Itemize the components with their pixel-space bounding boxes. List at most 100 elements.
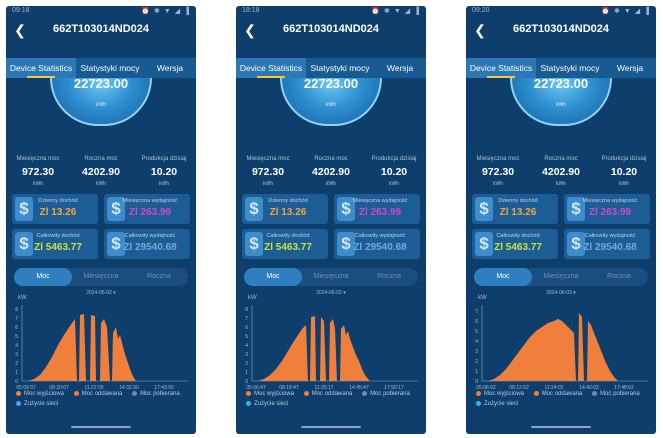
y-tick: 1 <box>15 370 18 376</box>
status-bar: 09:20 ⏰ ✱ ▼ ◢ ▐ <box>466 6 656 16</box>
y-tick: 2 <box>245 361 248 367</box>
phone-screen-1: 09:18 ⏰ ✱ ▼ ◢ ▐ ❮ 662T103014ND024 22723.… <box>6 6 196 434</box>
tab-version[interactable]: Wersja <box>616 63 644 73</box>
total-energy-gauge: 22723.00 kWh <box>510 78 612 126</box>
date-picker[interactable]: 2024-06-02 ▾ <box>316 290 346 296</box>
stat-unit: kWh <box>326 181 336 187</box>
legend-item[interactable]: Zużycie sieci <box>476 401 518 407</box>
stat-unit: kWh <box>619 181 629 187</box>
segment-yearly[interactable]: Roczna <box>377 273 401 280</box>
legend-dot-icon <box>246 391 251 396</box>
card-label: Miesięczna wydajność <box>122 198 178 204</box>
device-title: 662T103014ND024 <box>282 23 380 35</box>
tab-power-statistics[interactable]: Statystyki mocy <box>310 63 370 73</box>
legend-item[interactable]: Moc pobierana <box>592 391 640 397</box>
tab-power-statistics[interactable]: Statystyki mocy <box>80 63 140 73</box>
stat-yearly: Roczna moc 4202.90 kWh <box>530 156 592 187</box>
tab-device-statistics[interactable]: Device Statistics <box>466 58 536 78</box>
date-picker[interactable]: 2024-06-02 ▾ <box>86 290 116 296</box>
segment-power[interactable]: Moc <box>474 268 532 286</box>
legend-dot-icon <box>246 401 251 407</box>
dollar-icon: $ <box>245 197 263 221</box>
y-tick: 1 <box>245 370 248 376</box>
y-tick: 7 <box>245 316 248 322</box>
card-value: Zl 5463.77 <box>494 242 542 253</box>
power-output-area <box>28 314 136 381</box>
card-monthly-yield: $ Miesięczna wydajność Zl 263.99 <box>334 194 420 224</box>
dollar-icon: $ <box>245 232 263 256</box>
segment-monthly[interactable]: Miesięczna <box>543 273 579 280</box>
stat-label: Roczna moc <box>314 156 348 162</box>
home-indicator[interactable] <box>71 426 131 428</box>
tab-bar: Device Statistics Statystyki mocy Wersja <box>466 58 656 78</box>
status-bar: 09:18 ⏰ ✱ ▼ ◢ ▐ <box>6 6 196 16</box>
stat-label: Produkcja dzisiaj <box>601 156 647 162</box>
legend-item[interactable]: Moc wyjściowa <box>246 391 294 397</box>
chart-legend: Moc wyjściowa Moc oddawana Moc pobierana… <box>476 391 652 411</box>
back-arrow-icon[interactable]: ❮ <box>474 22 486 38</box>
gauge-value: 22723.00 <box>533 78 589 91</box>
card-total-yield: $ Całkowity wydajność Zl 29540.68 <box>334 229 420 259</box>
legend-item[interactable]: Moc pobierana <box>362 391 410 397</box>
segment-monthly[interactable]: Miesięczna <box>83 273 119 280</box>
x-tick: 05:09:37 <box>16 385 36 391</box>
legend-item[interactable]: Moc oddawana <box>533 391 582 397</box>
segment-power[interactable]: Moc <box>14 268 72 286</box>
legend-label: Zużycie sieci <box>254 401 289 408</box>
segment-yearly[interactable]: Roczna <box>607 273 631 280</box>
legend-item[interactable]: Zużycie sieci <box>16 401 58 407</box>
legend-item[interactable]: Moc pobierana <box>132 391 180 397</box>
legend-label: Zużycie sieci <box>24 401 59 408</box>
legend-label: Moc wyjściowa <box>24 391 65 398</box>
stat-value: 972.30 <box>251 166 285 178</box>
legend-item[interactable]: Moc wyjściowa <box>476 391 524 397</box>
stat-label: Miesięczna moc <box>246 156 290 162</box>
stat-value: 10.20 <box>610 166 638 178</box>
x-tick: 17:50:17 <box>384 385 404 391</box>
tab-version[interactable]: Wersja <box>156 63 184 73</box>
status-time: 18:18 <box>242 7 260 14</box>
legend-item[interactable]: Moc oddawana <box>303 391 352 397</box>
segment-power[interactable]: Moc <box>244 268 302 286</box>
stat-unit: kWh <box>96 181 106 187</box>
back-arrow-icon[interactable]: ❮ <box>244 22 256 38</box>
card-daily-income: $ Dzienny dochód Zl 13.26 <box>12 194 98 224</box>
y-tick: 4 <box>475 339 478 345</box>
tab-bar: Device Statistics Statystyki mocy Wersja <box>6 58 196 78</box>
x-tick: 11:35:17 <box>314 385 333 391</box>
y-tick: 6 <box>475 319 478 325</box>
home-indicator[interactable] <box>531 426 591 428</box>
legend-dot-icon <box>303 391 309 396</box>
back-arrow-icon[interactable]: ❮ <box>14 22 26 38</box>
segment-yearly[interactable]: Roczna <box>147 273 171 280</box>
status-time: 09:20 <box>472 7 490 14</box>
legend-item[interactable]: Moc oddawana <box>73 391 122 397</box>
chart-unit-label: kW <box>18 295 27 301</box>
legend-item[interactable]: Moc wyjściowa <box>16 391 64 397</box>
y-tick: 0 <box>475 379 478 385</box>
tab-device-statistics[interactable]: Device Statistics <box>6 58 76 78</box>
date-picker[interactable]: 2024-06-03 ▾ <box>546 290 576 296</box>
gauge-unit: kWh <box>96 102 106 108</box>
card-value: Zl 5463.77 <box>34 242 82 253</box>
legend-item[interactable]: Zużycie sieci <box>246 401 288 407</box>
home-indicator[interactable] <box>301 426 361 428</box>
stat-yearly: Roczna moc 4202.90 kWh <box>300 156 362 187</box>
tab-version[interactable]: Wersja <box>386 63 414 73</box>
title-bar: ❮ 662T103014ND024 <box>6 18 196 44</box>
x-tick: 08:18:47 <box>279 385 299 391</box>
stat-monthly: Miesięczna moc 972.30 kWh <box>7 156 69 187</box>
segment-monthly[interactable]: Miesięczna <box>313 273 349 280</box>
y-tick: 3 <box>15 352 18 358</box>
tab-device-statistics[interactable]: Device Statistics <box>236 58 306 78</box>
dollar-icon: $ <box>567 232 585 256</box>
legend-label: Zużycie sieci <box>484 401 519 408</box>
tab-power-statistics[interactable]: Statystyki mocy <box>540 63 600 73</box>
card-label: Dzienny dochód <box>38 198 78 204</box>
card-monthly-yield: $ Miesięczna wydajność Zl 263.99 <box>104 194 190 224</box>
card-label: Dzienny dochód <box>268 198 308 204</box>
legend-dot-icon <box>362 391 368 396</box>
x-tick: 17:43:00 <box>154 385 174 391</box>
dollar-icon: $ <box>475 197 493 221</box>
stat-today: Produkcja dzisiaj 10.20 kWh <box>593 156 655 187</box>
